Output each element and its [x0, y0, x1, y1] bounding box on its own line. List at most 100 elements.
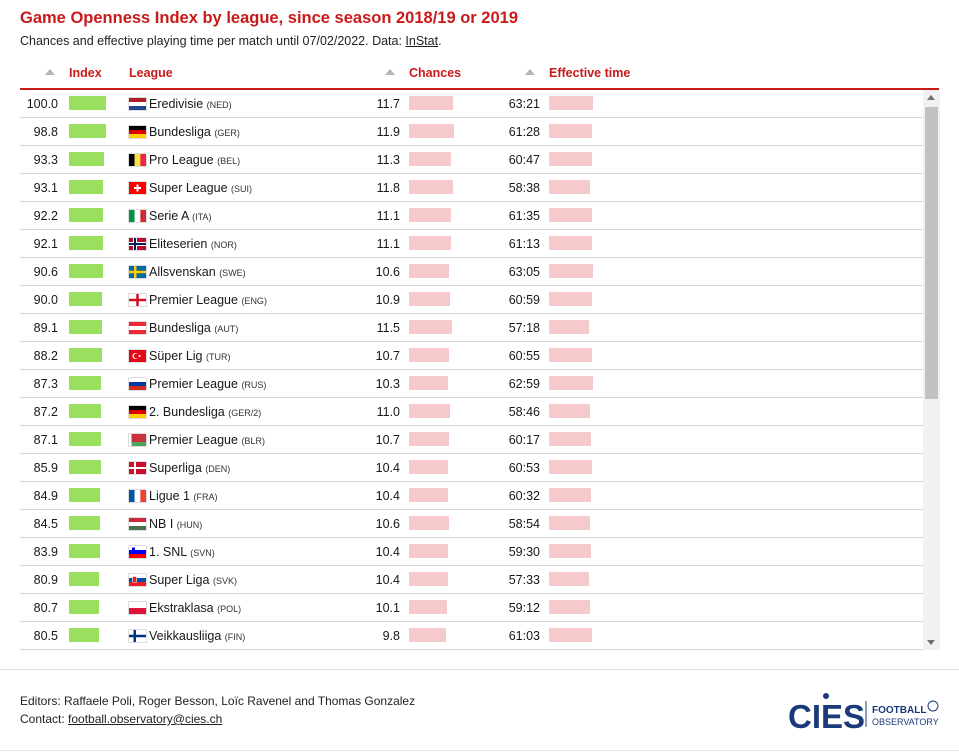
- denmark-flag-icon: [129, 462, 146, 474]
- austria-flag-icon: [129, 322, 146, 334]
- poland-flag-icon: [129, 602, 146, 614]
- effective-time-value: 57:33: [508, 573, 540, 587]
- column-header-effective-time[interactable]: Effective time: [549, 66, 631, 80]
- index-value: 89.1: [33, 321, 58, 335]
- chances-bar: [409, 124, 454, 138]
- index-bar: [69, 572, 99, 586]
- league-cell: Ekstraklasa (POL): [149, 601, 241, 615]
- table-row: 93.1 Super League (SUI) 11.8 58:38: [20, 174, 923, 202]
- effective-time-value: 60:59: [508, 293, 540, 307]
- sort-effective-time-icon[interactable]: [525, 69, 535, 75]
- index-bar: [69, 124, 106, 138]
- contact-email-link[interactable]: football.observatory@cies.ch: [68, 712, 223, 726]
- cies-football-observatory-logo: CIES FOOTBALL OBSERVATORY: [788, 693, 939, 735]
- league-name: Bundesliga: [149, 321, 211, 335]
- league-name: 1. SNL: [149, 545, 187, 559]
- chances-value: 10.3: [375, 377, 400, 391]
- sort-index-icon[interactable]: [45, 69, 55, 75]
- table-row: 80.7 Ekstraklasa (POL) 10.1 59:12: [20, 594, 923, 622]
- league-cell: 1. SNL (SVN): [149, 545, 215, 559]
- effective-time-bar: [549, 488, 592, 502]
- chances-value: 11.8: [376, 181, 400, 195]
- footer-divider: [0, 669, 959, 670]
- league-code: (HUN): [176, 520, 203, 530]
- league-name: Premier League: [149, 377, 238, 391]
- league-code: (TUR): [206, 352, 231, 362]
- league-cell: Eliteserien (NOR): [149, 237, 237, 251]
- column-header-league[interactable]: League: [129, 66, 173, 80]
- league-name: Allsvenskan: [149, 265, 216, 279]
- chances-value: 11.5: [376, 321, 400, 335]
- index-value: 87.1: [33, 433, 58, 447]
- scroll-up-icon[interactable]: [927, 95, 935, 100]
- league-name: Veikkausliiga: [149, 629, 222, 643]
- league-cell: Veikkausliiga (FIN): [149, 629, 245, 643]
- league-cell: Premier League (ENG): [149, 293, 267, 307]
- league-code: (BEL): [217, 156, 241, 166]
- effective-time-bar: [549, 432, 592, 446]
- table-row: 84.5 NB I (HUN) 10.6 58:54: [20, 510, 923, 538]
- column-header-index[interactable]: Index: [69, 66, 102, 80]
- logo-cies-text: CIES: [788, 698, 865, 735]
- league-cell: NB I (HUN): [149, 517, 202, 531]
- column-header-chances[interactable]: Chances: [409, 66, 462, 80]
- league-cell: Allsvenskan (SWE): [149, 265, 246, 279]
- table-row: 83.9 1. SNL (SVN) 10.4 59:30: [20, 538, 923, 566]
- index-value: 87.2: [33, 405, 58, 419]
- league-cell: Premier League (RUS): [149, 377, 266, 391]
- table-scrollbar[interactable]: [923, 90, 940, 650]
- table-body[interactable]: 100.0 Eredivisie (NED) 11.7 63:21 98.8 Bundes…: [20, 90, 923, 650]
- subtitle-text: Chances and effective playing time per m…: [20, 34, 406, 48]
- index-value: 80.5: [33, 629, 58, 643]
- table-row: 87.2 2. Bundesliga (GER/2) 11.0 58:46: [20, 398, 923, 426]
- index-bar: [69, 320, 102, 334]
- index-bar: [69, 96, 106, 110]
- table-row: 98.8 Bundesliga (GER) 11.9 61:28: [20, 118, 923, 146]
- subtitle-end: .: [438, 34, 442, 48]
- effective-time-bar: [549, 96, 594, 110]
- league-name: Eliteserien: [149, 237, 208, 251]
- effective-time-value: 58:54: [508, 517, 540, 531]
- chances-value: 11.7: [376, 97, 400, 111]
- sort-chances-icon[interactable]: [385, 69, 395, 75]
- slovakia-flag-icon: [129, 574, 146, 586]
- index-value: 92.1: [33, 237, 58, 251]
- effective-time-bar: [549, 180, 590, 194]
- effective-time-bar: [549, 264, 594, 278]
- belgium-flag-icon: [129, 154, 146, 166]
- logo-line2: OBSERVATORY: [872, 717, 939, 727]
- league-cell: Süper Lig (TUR): [149, 349, 231, 363]
- table-row: 89.1 Bundesliga (AUT) 11.5 57:18: [20, 314, 923, 342]
- league-name: 2. Bundesliga: [149, 405, 225, 419]
- index-value: 80.9: [33, 573, 58, 587]
- scrollbar-thumb[interactable]: [925, 107, 938, 399]
- chances-bar: [409, 152, 452, 166]
- league-cell: 2. Bundesliga (GER/2): [149, 405, 261, 419]
- table-row: 90.0 Premier League (ENG) 10.9 60:59: [20, 286, 923, 314]
- scroll-down-icon[interactable]: [927, 640, 935, 645]
- chances-value: 10.4: [375, 489, 400, 503]
- league-code: (SVN): [190, 548, 215, 558]
- chances-value: 9.8: [382, 629, 400, 643]
- chances-bar: [409, 348, 450, 362]
- effective-time-bar: [549, 516, 591, 530]
- effective-time-bar: [549, 152, 592, 166]
- logo-line1: FOOTBALL: [872, 705, 926, 716]
- effective-time-bar: [549, 460, 592, 474]
- league-name: Ligue 1: [149, 489, 191, 503]
- effective-time-bar: [549, 208, 593, 222]
- logo-dot: [823, 693, 829, 699]
- effective-time-value: 60:17: [508, 433, 540, 447]
- france-flag-icon: [129, 490, 146, 502]
- effective-time-value: 63:05: [508, 265, 540, 279]
- instat-link[interactable]: InStat: [405, 34, 439, 48]
- chances-bar: [409, 292, 450, 306]
- league-code: (FIN): [224, 632, 246, 642]
- table-row: 93.3 Pro League (BEL) 11.3 60:47: [20, 146, 923, 174]
- index-bar: [69, 404, 102, 418]
- effective-time-value: 60:53: [508, 461, 540, 475]
- league-cell: Serie A (ITA): [149, 209, 211, 223]
- chances-value: 10.6: [375, 265, 400, 279]
- index-bar: [69, 432, 102, 446]
- chances-value: 10.7: [375, 349, 400, 363]
